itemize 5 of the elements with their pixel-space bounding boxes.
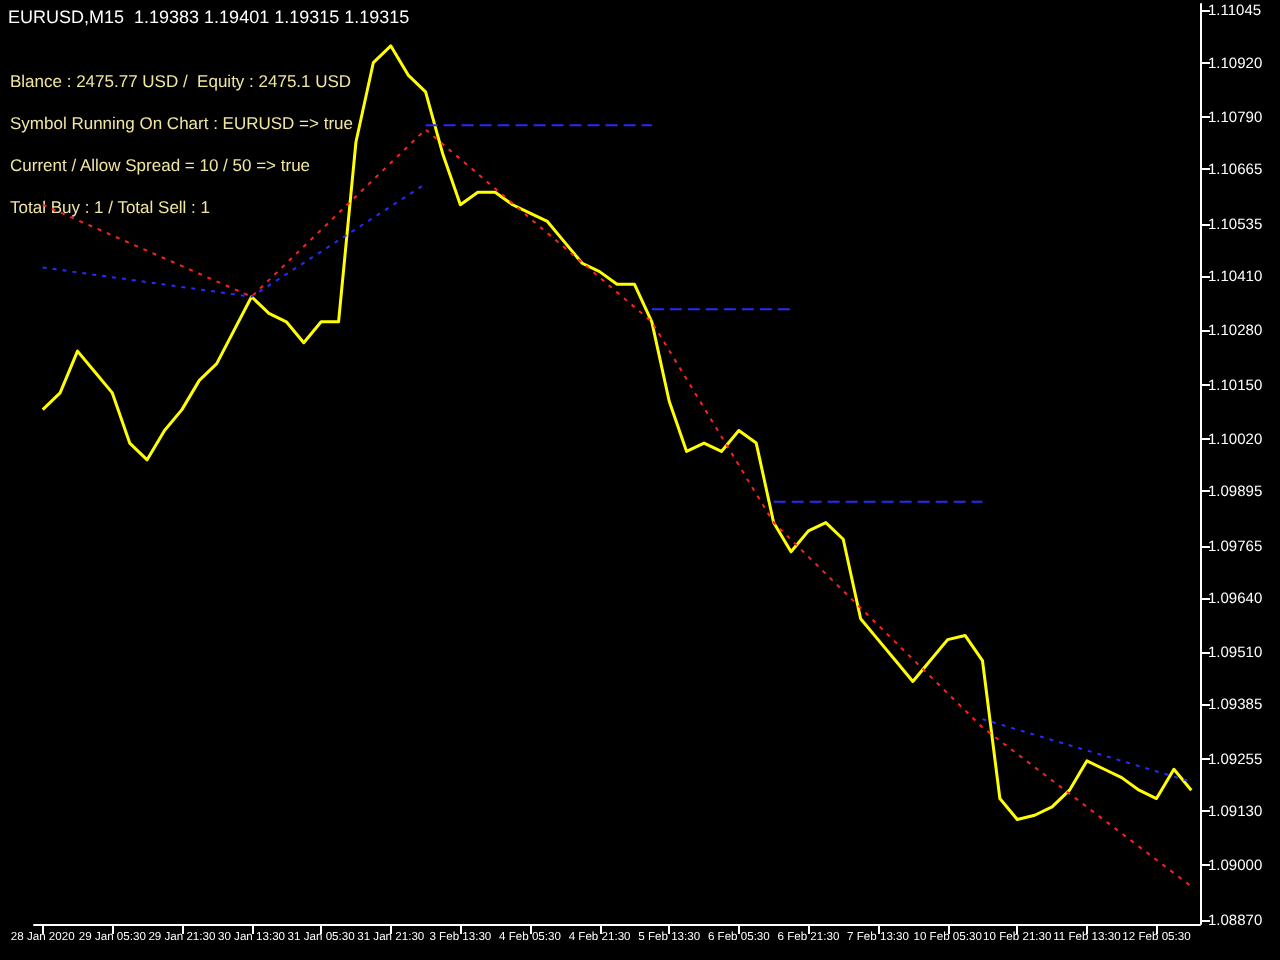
chart-title: EURUSD,M15 1.19383 1.19401 1.19315 1.19315: [8, 7, 410, 27]
annotation: Current / Allow Spread = 10 / 50 => true: [10, 155, 311, 175]
annotation: Total Buy : 1 / Total Sell : 1: [10, 197, 211, 217]
annotation: Blance : 2475.77 USD / Equity : 2475.1 USD: [10, 71, 352, 91]
annotation: Symbol Running On Chart : EURUSD => true: [10, 113, 354, 133]
